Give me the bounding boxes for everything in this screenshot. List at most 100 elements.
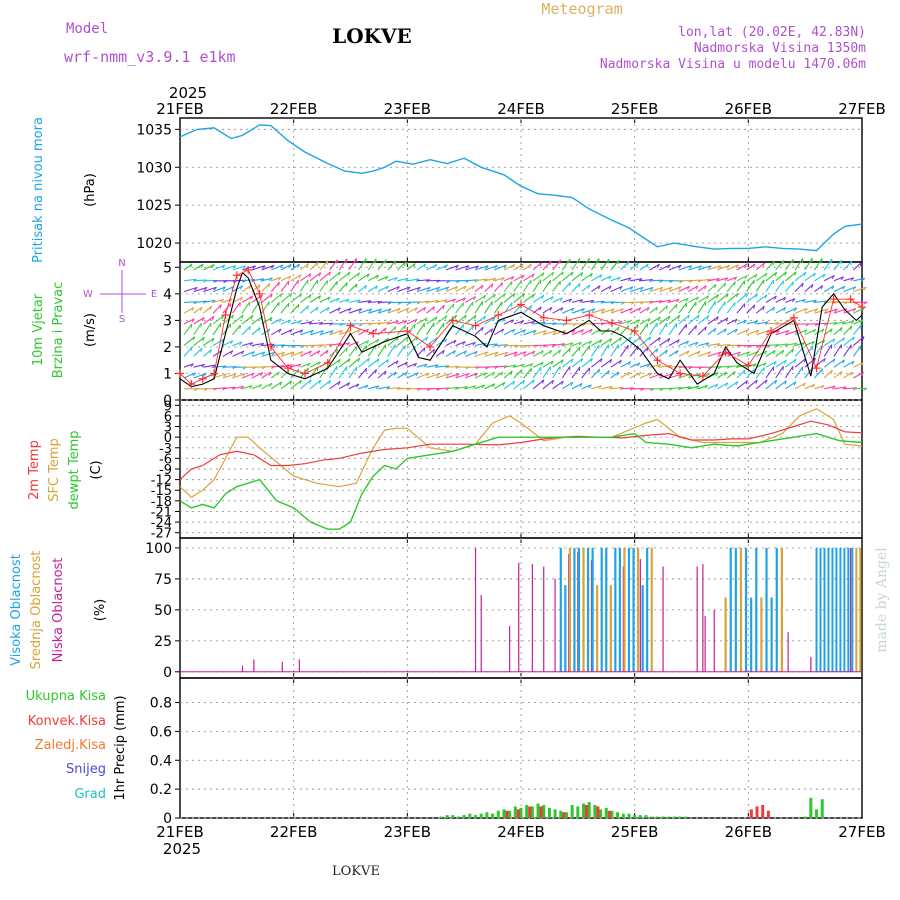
wind-arrow-head [510, 370, 513, 375]
wind-arrow [377, 275, 389, 282]
wind-arrow [416, 347, 426, 357]
wind-arrow-head [863, 301, 868, 305]
wind-arrow [833, 344, 842, 357]
wind-arrow [203, 286, 217, 293]
wind-arrow-head [774, 379, 778, 384]
wind-arrow [212, 315, 225, 325]
wind-arrow [726, 328, 738, 336]
wind-arrow [474, 315, 487, 325]
wind-arrow [494, 293, 506, 303]
wind-arrow [600, 327, 610, 336]
wind-arrow-head [580, 329, 585, 334]
wind-arrow [755, 367, 765, 379]
y-tick-label: 6 [164, 410, 172, 425]
wind-arrow [736, 275, 748, 282]
wind-arrow-head [676, 339, 680, 344]
wind-arrow-head [307, 367, 309, 372]
wind-arrow [823, 338, 836, 347]
wind-arrow [387, 320, 399, 325]
wind-arrow [232, 350, 245, 357]
wind-arrow-head [734, 281, 736, 286]
wind-arrow [270, 371, 280, 379]
wind-arrow [678, 314, 690, 325]
wind-arrow [513, 329, 526, 336]
wind-arrow [435, 264, 448, 271]
wind-arrow [746, 263, 756, 271]
wind-arrow-head [268, 371, 272, 376]
wind-arrow [241, 372, 255, 379]
temp2m-axis-label: 2m Temp [27, 440, 42, 500]
wind-arrow [474, 265, 489, 271]
wind-arrow [532, 279, 542, 292]
wind-arrow [591, 274, 603, 282]
wind-arrow [426, 299, 439, 303]
wind-arrow-head [733, 276, 738, 281]
wind-arrow-head [242, 373, 246, 377]
wind-arrow [794, 346, 804, 357]
y-tick-label: 1020 [136, 236, 172, 252]
wind-arrow-head [541, 272, 545, 277]
wind-arrow-head [287, 319, 292, 324]
wind-arrow-head [474, 315, 477, 320]
wind-arrow-head [726, 293, 729, 298]
wind-arrow [717, 282, 727, 292]
wind-arrow-head [629, 307, 633, 312]
temp-unit: (C) [89, 460, 104, 479]
wind-arrow [339, 298, 350, 303]
wind-arrow [765, 279, 775, 292]
wind-arrow-head [646, 307, 650, 312]
precip-total-bar [820, 799, 824, 818]
wind-arrow-head [647, 318, 651, 322]
wind-arrow [620, 336, 632, 347]
wind-arrow [407, 278, 420, 282]
wind-arrow-head [378, 308, 383, 313]
wind-arrow-head [521, 274, 525, 279]
wind-arrow [542, 306, 553, 314]
wind-arrow [319, 343, 333, 347]
wind-arrow [678, 285, 690, 293]
wind-arrow-head [608, 275, 612, 280]
wind-arrow-head [325, 350, 329, 355]
wind-arrow [765, 379, 778, 390]
wind-arrow-head [659, 287, 664, 291]
wind-arrow [843, 307, 856, 314]
wind-arrow [377, 308, 392, 314]
wind-arrow-head [512, 364, 517, 368]
wind-arrow-head [706, 315, 710, 320]
wind-arrow-head [222, 264, 226, 269]
wind-arrow-head [617, 326, 620, 331]
wind-arrow-head [813, 358, 816, 363]
wind-arrow-head [271, 351, 276, 356]
wind-arrow [571, 272, 584, 282]
wind-arrow [329, 280, 338, 292]
wind-arrow-head [462, 302, 464, 307]
wind-arrow [814, 273, 826, 282]
wind-arrow [629, 345, 639, 357]
wind-arrow-head [550, 360, 554, 365]
wind-arrow [726, 318, 738, 325]
wind-arrow-head [793, 381, 797, 386]
time-tick-bottom: 23FEB [384, 823, 431, 841]
wind-arrow [426, 373, 440, 379]
wind-arrow [736, 351, 750, 357]
wind-arrow-head [200, 348, 203, 353]
wind-arrow [271, 264, 284, 271]
wind-arrow [203, 305, 212, 314]
wind-arrow-head [811, 346, 814, 351]
model-label: Model [66, 21, 108, 37]
wind-arrow [610, 337, 622, 347]
wind-arrow [736, 263, 748, 271]
wind-arrow [775, 307, 786, 314]
wind-arrow [552, 343, 565, 347]
wind-arrow-head [298, 274, 302, 279]
wind-arrow-head [426, 372, 430, 377]
wind-arrow-head [190, 363, 194, 368]
wind-arrow [581, 367, 591, 379]
wind-arrow [474, 342, 487, 347]
wind-arrow-head [553, 330, 557, 334]
wind-arrow [280, 292, 293, 303]
model-name: wrf-nmm_v3.9.1 e1km [64, 48, 236, 66]
wind-arrow [581, 384, 592, 390]
wind-arrow-head [656, 348, 659, 353]
wind-arrow [697, 285, 707, 293]
